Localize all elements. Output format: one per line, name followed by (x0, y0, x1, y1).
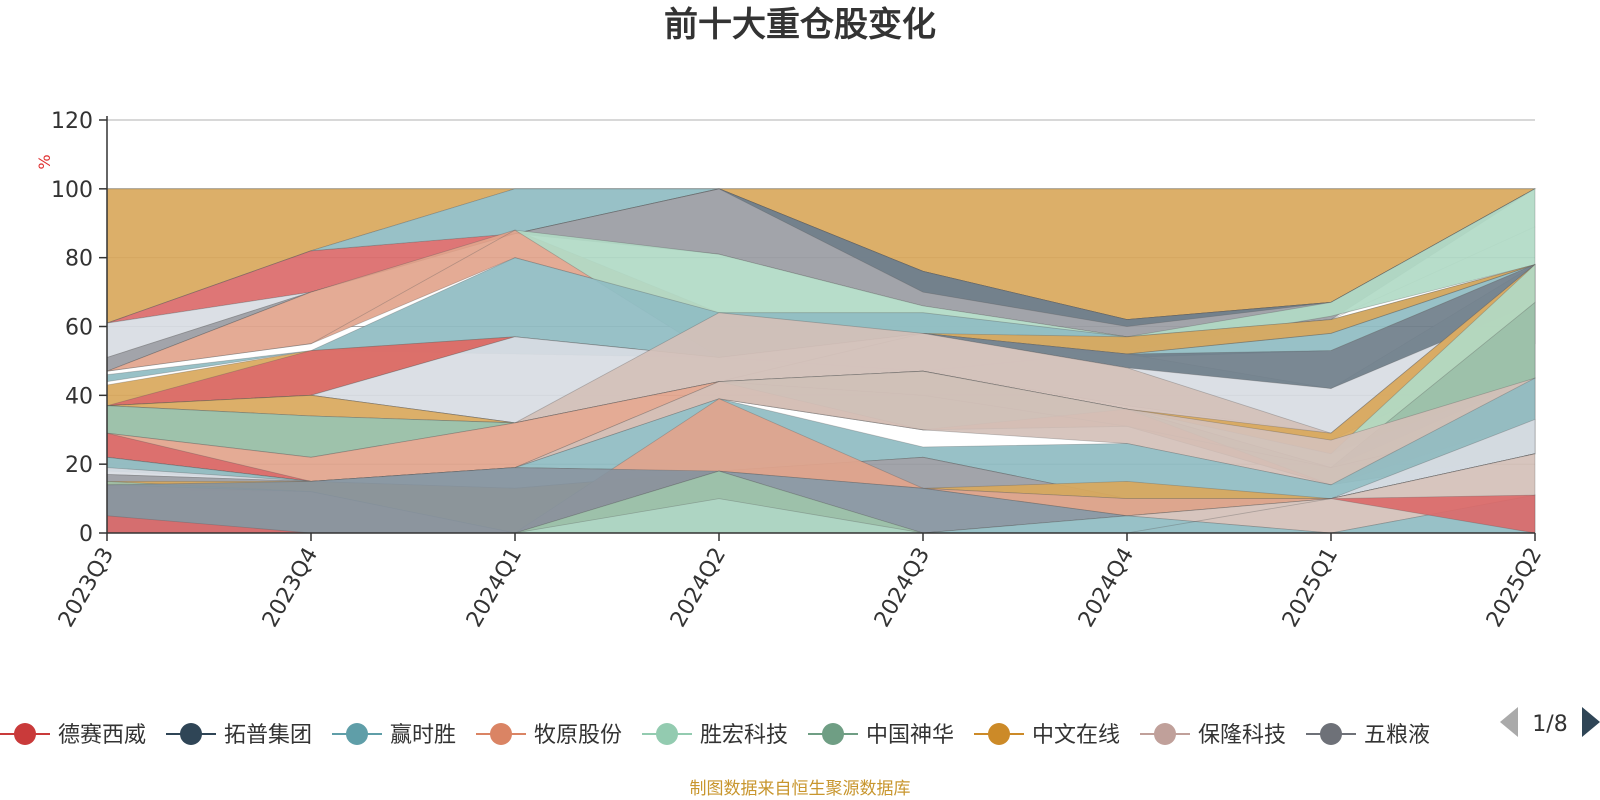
x-tick-label: 2024Q3 (870, 544, 935, 632)
legend-item[interactable]: 牧原股份 (476, 723, 622, 748)
legend-label: 赢时胜 (390, 723, 456, 748)
legend-label: 保隆科技 (1198, 723, 1286, 748)
legend-label: 五粮液 (1364, 723, 1430, 748)
legend-label: 拓普集团 (224, 723, 312, 748)
legend-label: 牧原股份 (534, 723, 622, 748)
y-tick-label: 80 (65, 247, 93, 272)
legend-label: 中国神华 (866, 723, 954, 748)
x-tick-label: 2023Q4 (258, 544, 323, 632)
y-tick-label: 0 (79, 522, 93, 547)
data-source-note: 制图数据来自恒生聚源数据库 (690, 779, 911, 799)
y-tick-label: 120 (51, 109, 93, 134)
legend-marker-icon (14, 723, 36, 745)
legend-marker-icon (656, 723, 678, 745)
legend-marker-icon (988, 723, 1010, 745)
legend-label: 德赛西威 (58, 723, 146, 748)
legend-pager[interactable]: 1/8 (1500, 707, 1600, 737)
legend-item[interactable]: 五粮液 (1306, 723, 1430, 748)
x-tick-label: 2023Q3 (54, 544, 119, 632)
chart-title: 前十大重仓股变化 (664, 5, 936, 45)
legend-prev-icon[interactable] (1500, 707, 1518, 737)
x-tick-label: 2024Q2 (666, 544, 731, 632)
legend-item[interactable]: 中文在线 (974, 723, 1120, 748)
x-tick-label: 2025Q2 (1482, 544, 1547, 632)
legend-label: 胜宏科技 (700, 723, 788, 748)
y-axis-unit-label: % (35, 154, 54, 169)
y-tick-label: 100 (51, 178, 93, 203)
area-band (107, 470, 1535, 534)
legend-item[interactable]: 胜宏科技 (642, 723, 788, 748)
legend-marker-icon (180, 723, 202, 745)
legend-marker-icon (822, 723, 844, 745)
legend[interactable]: 德赛西威 拓普集团 赢时胜 牧原股份 胜宏科技 中国神华 中文在线 保隆科技 五粮液 (0, 723, 1430, 748)
x-tick-label: 2025Q1 (1278, 544, 1343, 632)
legend-item[interactable]: 赢时胜 (332, 723, 456, 748)
legend-marker-icon (346, 723, 368, 745)
legend-page-indicator: 1/8 (1532, 712, 1567, 737)
legend-next-icon[interactable] (1582, 707, 1600, 737)
legend-item[interactable]: 中国神华 (808, 723, 954, 748)
y-tick-label: 20 (65, 453, 93, 478)
y-tick-label: 40 (65, 384, 93, 409)
legend-marker-icon (1320, 723, 1342, 745)
legend-item[interactable]: 保隆科技 (1140, 723, 1286, 748)
legend-label: 中文在线 (1032, 723, 1120, 748)
y-tick-label: 60 (65, 316, 93, 341)
legend-item[interactable]: 德赛西威 (0, 723, 146, 748)
legend-marker-icon (490, 723, 512, 745)
x-tick-label: 2024Q4 (1074, 544, 1139, 632)
legend-item[interactable]: 拓普集团 (166, 723, 312, 748)
x-tick-label: 2024Q1 (462, 544, 527, 632)
legend-marker-icon (1154, 723, 1176, 745)
stacked-area-bands (106, 188, 1537, 534)
